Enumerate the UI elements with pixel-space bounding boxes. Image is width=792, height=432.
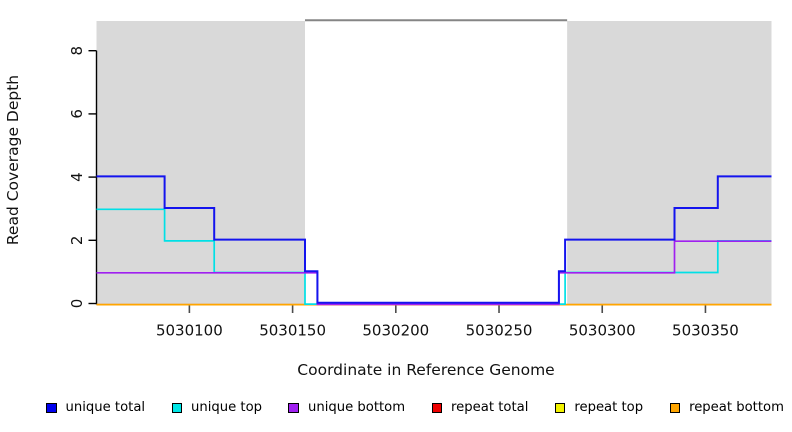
x-axis-title: Coordinate in Reference Genome: [297, 361, 555, 379]
legend-swatch: [288, 402, 299, 414]
y-tick-label: 8: [68, 46, 86, 56]
legend-item: unique bottom: [288, 400, 406, 416]
legend-item: repeat total: [431, 400, 529, 416]
y-axis-title: Read Coverage Depth: [4, 74, 22, 246]
x-tick-label: 5030350: [672, 322, 739, 340]
x-tick-label: 5030200: [362, 322, 429, 340]
x-tick-label: 5030300: [569, 322, 636, 340]
legend-item-label: repeat total: [451, 400, 529, 416]
legend-item-label: repeat bottom: [689, 400, 784, 416]
legend-item: repeat top: [554, 400, 644, 416]
legend-item-label: unique bottom: [307, 400, 406, 416]
plot-legend: unique total unique top unique bottom re…: [46, 397, 784, 419]
legend-item-label: unique top: [191, 400, 263, 416]
x-tick-label: 5030150: [259, 322, 326, 340]
legend-swatch: [46, 402, 57, 414]
y-tick-label: 4: [68, 172, 86, 182]
y-tick-label: 6: [68, 109, 86, 119]
legend-item-label: unique total: [65, 400, 146, 416]
coverage-plot-canvas: 0 2 4 6 8 5030100 5030150 5030200 5030250 5030300…: [68, 19, 772, 340]
y-tick-label: 2: [68, 236, 86, 246]
x-tick-label: 5030100: [156, 322, 223, 340]
y-tick-label: 0: [68, 299, 86, 309]
shaded-region: [96, 21, 305, 305]
legend-item: unique top: [171, 400, 263, 416]
legend-swatch: [171, 402, 183, 414]
legend-swatch: [669, 402, 681, 414]
legend-item: unique total: [46, 400, 146, 416]
legend-swatch: [431, 402, 443, 414]
x-tick-label: 5030250: [466, 322, 533, 340]
legend-item-label: repeat top: [574, 400, 644, 416]
legend-item: repeat bottom: [669, 400, 784, 416]
shaded-region: [567, 21, 772, 305]
legend-swatch: [554, 402, 566, 414]
series-unique-total: [96, 175, 772, 304]
series-unique-top: [96, 208, 772, 305]
